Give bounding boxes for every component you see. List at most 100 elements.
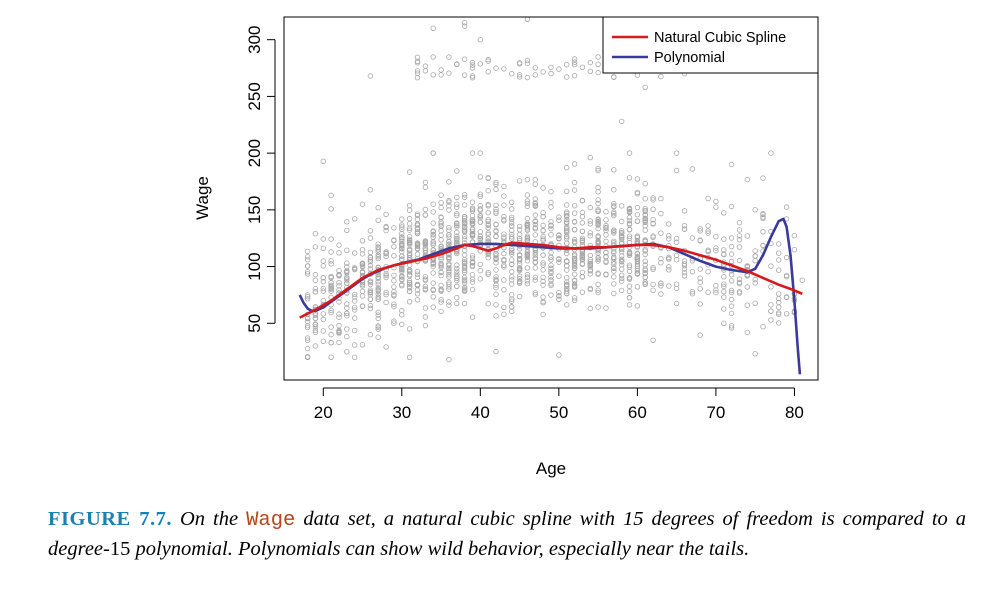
data-point bbox=[391, 289, 397, 295]
data-point bbox=[414, 58, 421, 64]
data-point bbox=[524, 281, 531, 287]
data-point bbox=[564, 61, 570, 68]
data-point bbox=[721, 306, 727, 312]
data-point bbox=[524, 60, 531, 66]
data-point bbox=[391, 278, 397, 284]
data-point bbox=[524, 225, 531, 231]
data-point bbox=[736, 289, 743, 295]
data-point bbox=[485, 56, 491, 63]
data-point bbox=[768, 284, 774, 290]
data-point bbox=[705, 230, 711, 236]
data-point bbox=[406, 269, 413, 275]
data-point bbox=[312, 315, 319, 321]
data-point bbox=[430, 201, 436, 207]
data-point bbox=[595, 61, 601, 68]
data-point bbox=[375, 285, 381, 291]
data-point bbox=[619, 272, 625, 278]
data-point bbox=[485, 222, 491, 229]
data-point bbox=[532, 212, 538, 218]
data-point bbox=[595, 200, 601, 207]
data-point bbox=[422, 184, 429, 190]
data-point bbox=[728, 251, 735, 257]
data-point bbox=[728, 325, 735, 331]
data-point bbox=[681, 270, 688, 276]
data-point bbox=[713, 287, 719, 293]
data-point bbox=[642, 237, 648, 243]
data-point bbox=[783, 254, 790, 261]
data-point bbox=[619, 262, 625, 268]
data-point bbox=[642, 227, 648, 233]
data-point bbox=[524, 271, 531, 278]
data-point bbox=[776, 257, 782, 263]
data-point bbox=[312, 277, 319, 283]
data-point bbox=[611, 268, 617, 274]
data-point bbox=[454, 275, 460, 281]
data-point bbox=[524, 265, 531, 271]
data-point bbox=[461, 213, 468, 220]
data-point bbox=[564, 227, 570, 233]
data-point bbox=[328, 273, 334, 280]
data-point bbox=[320, 338, 326, 344]
data-point bbox=[438, 227, 444, 234]
data-point bbox=[336, 314, 342, 320]
data-point bbox=[328, 261, 334, 267]
data-point bbox=[446, 202, 452, 209]
data-point bbox=[634, 254, 641, 260]
data-point bbox=[352, 354, 358, 360]
data-point bbox=[642, 205, 648, 212]
data-point bbox=[328, 206, 334, 212]
data-point bbox=[744, 302, 750, 308]
data-point bbox=[383, 227, 389, 234]
data-point bbox=[422, 249, 429, 256]
data-point bbox=[548, 254, 554, 261]
data-point bbox=[587, 68, 593, 74]
data-point bbox=[532, 72, 538, 78]
data-point bbox=[776, 241, 782, 247]
data-point bbox=[493, 179, 499, 186]
data-point bbox=[626, 268, 633, 275]
data-point bbox=[461, 252, 468, 258]
data-point bbox=[477, 229, 483, 235]
data-point bbox=[454, 283, 460, 289]
data-point bbox=[768, 308, 774, 314]
data-point bbox=[673, 150, 680, 156]
data-point bbox=[579, 197, 586, 204]
data-point bbox=[697, 286, 703, 292]
data-point bbox=[336, 287, 342, 293]
data-point bbox=[454, 204, 460, 210]
data-point bbox=[634, 176, 641, 182]
data-point bbox=[391, 320, 397, 326]
data-point bbox=[587, 256, 593, 263]
plot-frame bbox=[283, 16, 819, 381]
data-point bbox=[391, 318, 397, 324]
data-point bbox=[320, 285, 326, 292]
data-point bbox=[666, 267, 672, 273]
data-point bbox=[650, 197, 656, 203]
data-point bbox=[320, 158, 326, 164]
data-point bbox=[548, 218, 554, 225]
data-point bbox=[469, 314, 476, 320]
data-point bbox=[509, 216, 515, 223]
data-point bbox=[516, 273, 523, 279]
data-point bbox=[485, 255, 491, 261]
legend: Natural Cubic Spline Polynomial bbox=[602, 16, 819, 74]
data-point bbox=[619, 203, 625, 209]
data-point bbox=[454, 201, 460, 207]
data-point bbox=[579, 220, 586, 226]
data-point bbox=[681, 273, 688, 279]
data-point bbox=[509, 206, 515, 212]
data-point bbox=[352, 315, 358, 321]
data-point bbox=[579, 269, 586, 275]
data-point bbox=[344, 280, 350, 287]
data-point bbox=[485, 58, 491, 64]
data-point bbox=[383, 253, 389, 260]
data-point bbox=[477, 267, 483, 274]
data-point bbox=[705, 248, 711, 255]
data-point bbox=[328, 192, 334, 199]
data-point bbox=[430, 304, 436, 310]
data-point bbox=[352, 265, 358, 271]
data-point bbox=[367, 279, 374, 286]
data-point bbox=[414, 246, 421, 252]
data-point bbox=[619, 218, 625, 225]
data-point bbox=[446, 269, 452, 275]
